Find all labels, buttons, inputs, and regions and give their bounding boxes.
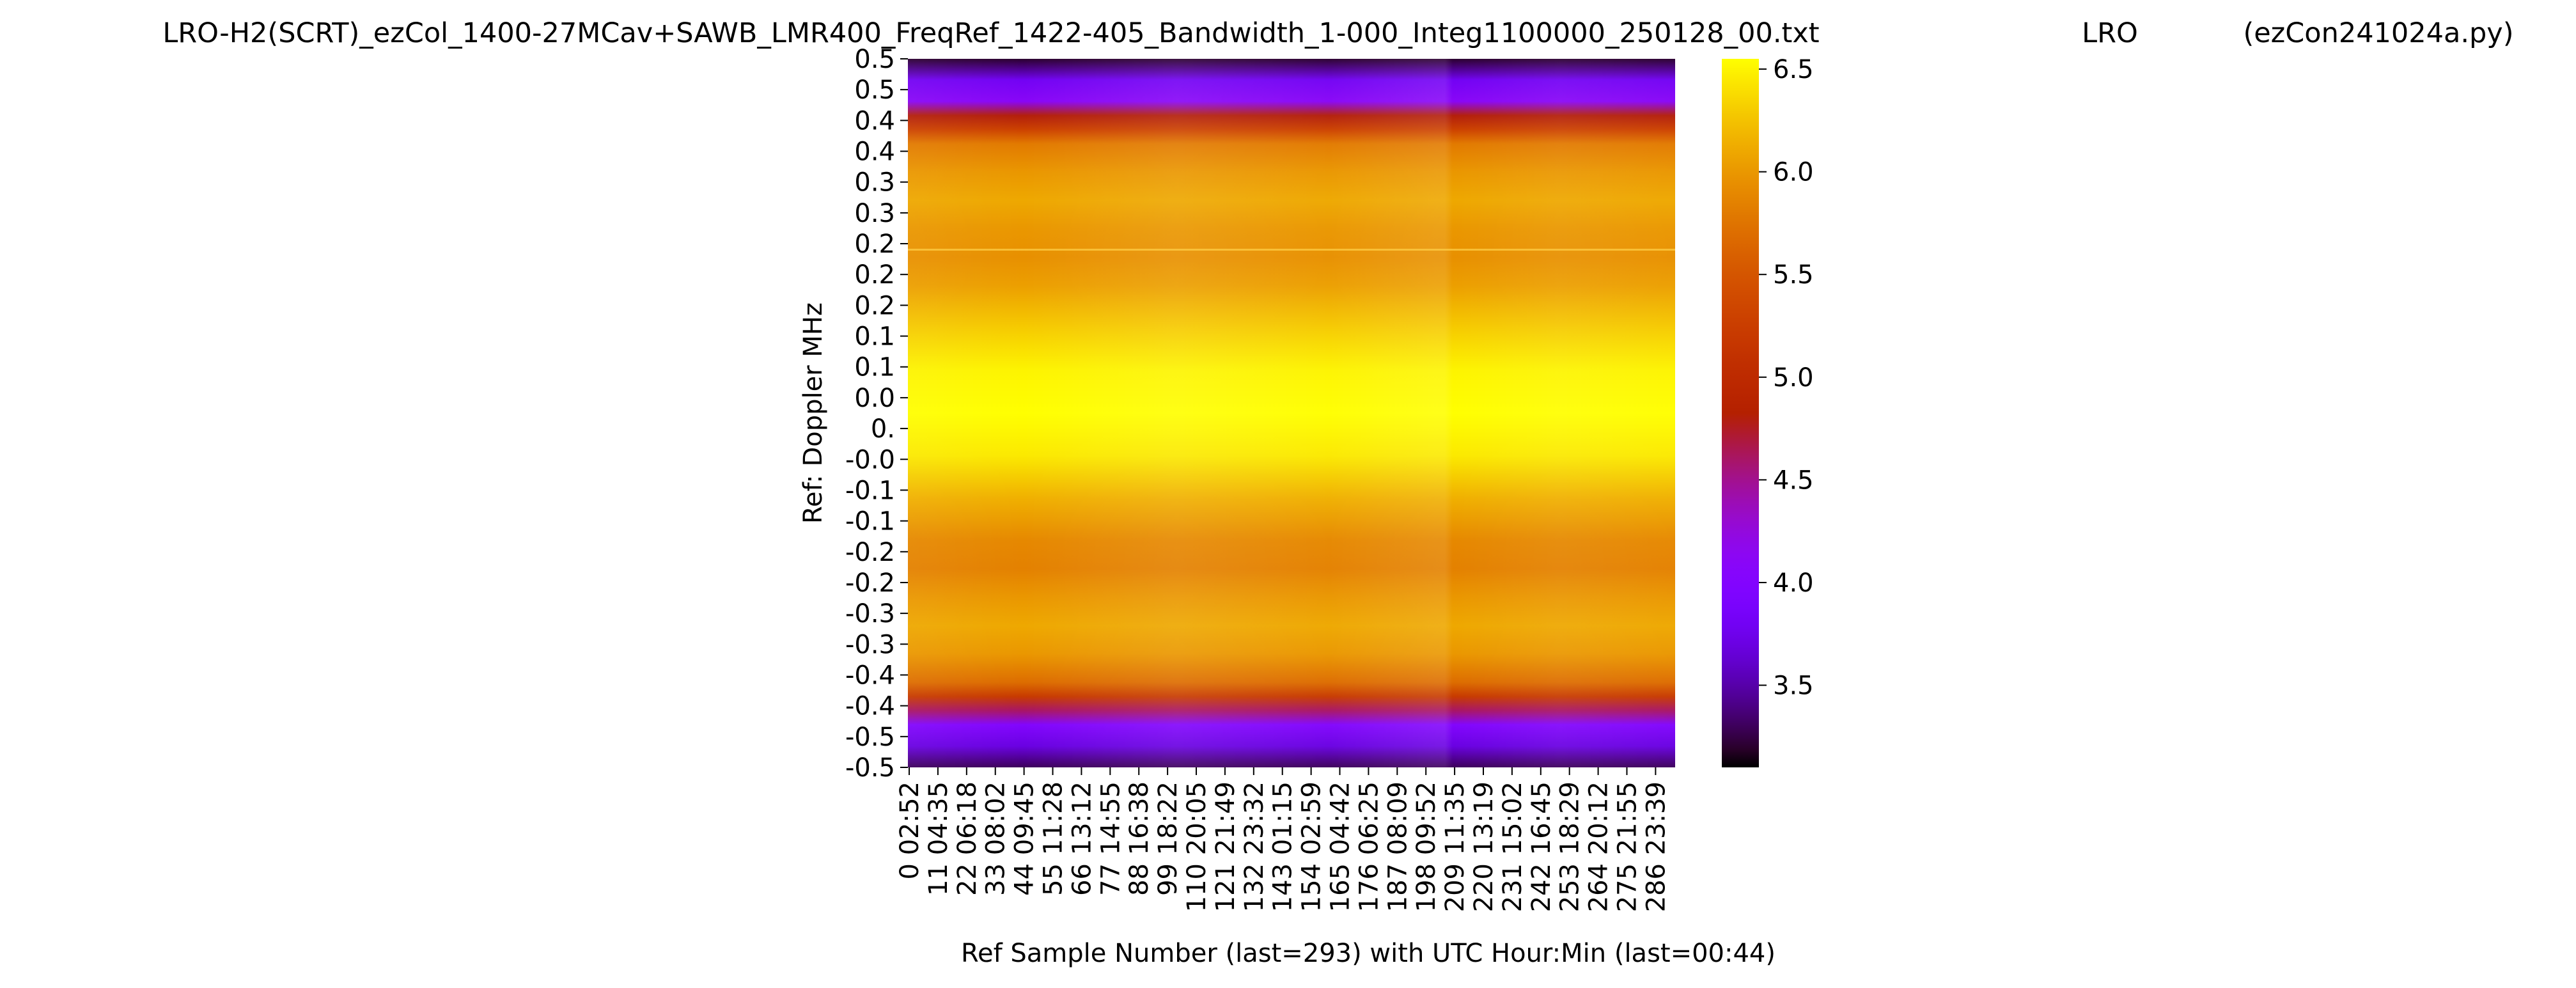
x-tick-label: 209 11:35 <box>1440 781 1470 912</box>
x-tick-label: 231 15:02 <box>1498 781 1527 912</box>
y-tick-label: 0.1 <box>854 353 895 382</box>
y-tick-label: -0.1 <box>845 476 895 505</box>
y-tick-label: -0.4 <box>845 661 895 690</box>
y-tick-label: -0.4 <box>845 692 895 721</box>
x-tick-label: 154 02:59 <box>1297 781 1327 912</box>
x-tick-label: 253 18:29 <box>1556 781 1585 912</box>
x-tick-label: 0 02:52 <box>895 781 925 879</box>
x-tick-label: 165 04:42 <box>1326 781 1355 912</box>
colorbar-tick-label: 4.0 <box>1773 568 1814 598</box>
y-tick-label: 0.5 <box>854 75 895 105</box>
colorbar-gradient <box>1722 59 1759 767</box>
heatmap-streak <box>908 248 1675 251</box>
y-axis-label: Ref: Doppler MHz <box>799 302 828 524</box>
x-tick-label: 99 18:22 <box>1153 781 1183 896</box>
x-tick-label: 275 21:55 <box>1612 781 1642 912</box>
x-tick-label: 11 04:35 <box>924 781 953 896</box>
x-tick-label: 242 16:45 <box>1527 781 1556 912</box>
colorbar-tick-label: 3.5 <box>1773 671 1814 701</box>
y-tick-label: -0.2 <box>845 538 895 567</box>
chart-title-program: (ezCon241024a.py) <box>2243 17 2513 49</box>
heatmap-plot-area <box>908 59 1675 767</box>
colorbar-tick-label: 5.0 <box>1773 363 1814 393</box>
y-tick-label: -0.5 <box>845 723 895 752</box>
y-axis-ticks: 0.50.50.40.40.30.30.20.20.20.10.10.00.-0… <box>845 45 908 783</box>
x-tick-label: 77 14:55 <box>1096 781 1125 896</box>
x-axis-label: Ref Sample Number (last=293) with UTC Ho… <box>961 939 1776 968</box>
y-tick-label: 0.5 <box>854 45 895 74</box>
chart-title: LRO-H2(SCRT)_ezCol_1400-27MCav+SAWB_LMR4… <box>162 17 1819 49</box>
x-tick-label: 187 08:09 <box>1383 781 1412 912</box>
heatmap-column-variation <box>908 59 1675 767</box>
x-tick-label: 132 23:32 <box>1240 781 1269 912</box>
x-tick-label: 22 06:18 <box>953 781 982 896</box>
y-tick-label: 0.2 <box>854 230 895 259</box>
colorbar-tick-label: 6.0 <box>1773 158 1814 187</box>
y-tick-label: 0.3 <box>854 168 895 198</box>
y-tick-label: -0.5 <box>845 753 895 783</box>
y-tick-label: -0.0 <box>845 445 895 474</box>
x-tick-label: 88 16:38 <box>1125 781 1154 896</box>
colorbar-tick-label: 5.5 <box>1773 260 1814 290</box>
y-tick-label: 0.0 <box>854 384 895 413</box>
colorbar: 3.5 4.0 4.5 5.0 5.5 6.0 6.5 <box>1722 55 1814 767</box>
y-tick-label: 0. <box>871 414 895 444</box>
x-tick-label: 66 13:12 <box>1067 781 1097 896</box>
x-tick-label: 176 06:25 <box>1354 781 1384 912</box>
y-tick-label: -0.1 <box>845 507 895 537</box>
y-tick-label: 0.4 <box>854 137 895 167</box>
chart-title-site: LRO <box>2082 17 2138 49</box>
y-tick-label: -0.3 <box>845 630 895 659</box>
colorbar-tick-label: 4.5 <box>1773 466 1814 495</box>
colorbar-tick-label: 6.5 <box>1773 55 1814 84</box>
x-tick-label: 220 13:19 <box>1469 781 1499 912</box>
x-tick-label: 198 09:52 <box>1412 781 1441 912</box>
x-tick-label: 55 11:28 <box>1039 781 1068 896</box>
x-tick-label: 286 23:39 <box>1641 781 1671 912</box>
y-tick-label: -0.2 <box>845 568 895 598</box>
y-tick-label: 0.1 <box>854 322 895 352</box>
y-tick-label: 0.4 <box>854 106 895 136</box>
x-tick-label: 110 20:05 <box>1182 781 1212 912</box>
heatmap-variation-overlay <box>908 59 1675 767</box>
x-tick-label: 33 08:02 <box>981 781 1011 896</box>
x-tick-label: 44 09:45 <box>1010 781 1040 896</box>
x-tick-label: 143 01:15 <box>1268 781 1298 912</box>
y-tick-label: 0.3 <box>854 199 895 228</box>
y-tick-label: 0.2 <box>854 291 895 320</box>
x-tick-label: 121 21:49 <box>1211 781 1240 912</box>
colorbar-ticks: 3.5 4.0 4.5 5.0 5.5 6.0 6.5 <box>1759 55 1814 701</box>
y-tick-label: 0.2 <box>854 260 895 290</box>
y-tick-label: -0.3 <box>845 599 895 629</box>
x-tick-label: 264 20:12 <box>1584 781 1614 912</box>
